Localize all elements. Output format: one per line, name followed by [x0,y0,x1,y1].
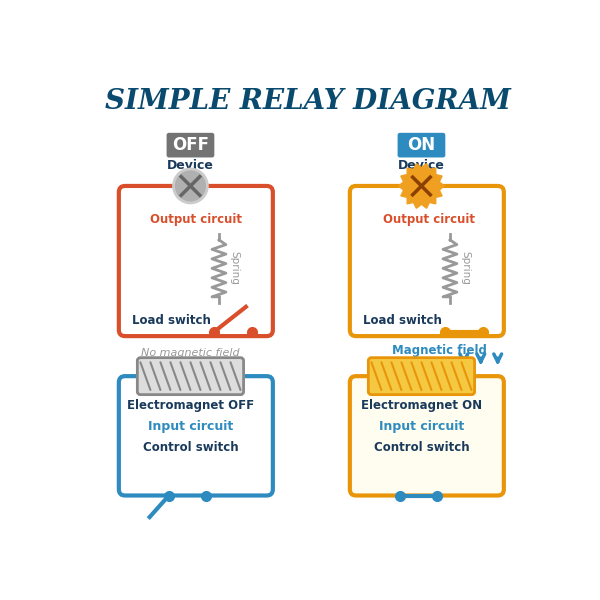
Text: Spring: Spring [230,251,240,285]
FancyBboxPatch shape [167,133,214,157]
Text: Electromagnet ON: Electromagnet ON [361,399,482,412]
Text: Input circuit: Input circuit [148,420,233,433]
Text: Output circuit: Output circuit [383,214,475,226]
Text: Device: Device [167,160,214,172]
Polygon shape [398,164,445,208]
Text: Input circuit: Input circuit [379,420,464,433]
FancyBboxPatch shape [350,376,504,496]
Text: OFF: OFF [172,136,209,154]
Text: Load switch: Load switch [363,314,442,327]
Text: Control switch: Control switch [143,441,238,454]
Text: ON: ON [407,136,436,154]
Text: Magnetic field: Magnetic field [392,344,487,357]
Text: Load switch: Load switch [132,314,211,327]
Text: Output circuit: Output circuit [150,214,242,226]
FancyBboxPatch shape [137,358,244,395]
FancyBboxPatch shape [368,358,475,395]
Text: No magnetic field: No magnetic field [141,348,240,358]
Text: Electromagnet OFF: Electromagnet OFF [127,399,254,412]
Text: Spring: Spring [461,251,471,285]
Text: SIMPLE RELAY DIAGRAM: SIMPLE RELAY DIAGRAM [104,88,511,115]
Text: Control switch: Control switch [374,441,469,454]
FancyBboxPatch shape [398,133,445,157]
Circle shape [173,169,208,203]
Text: Device: Device [398,160,445,172]
Circle shape [404,169,439,203]
